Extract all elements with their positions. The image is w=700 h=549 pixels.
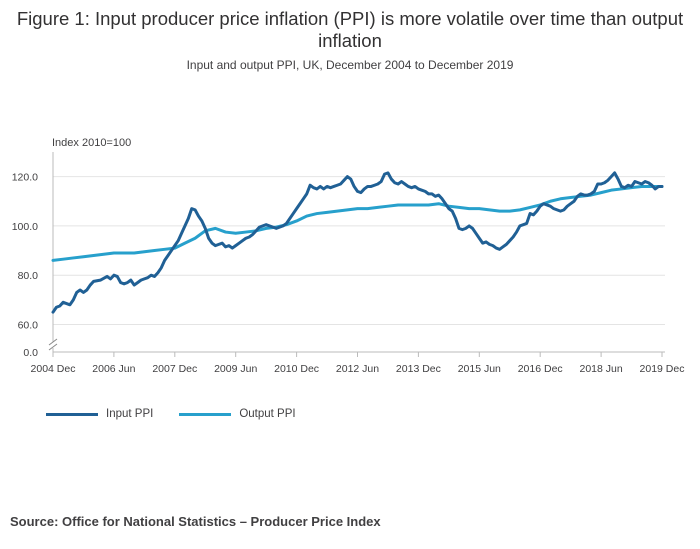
axes: 0.0 60.0 80.0 100.0 120.0 2004 Dec 2006 Jun 200… <box>12 152 685 375</box>
y-tick-label: 0.0 <box>23 347 38 359</box>
axis-break-mark <box>48 343 58 351</box>
series-line-input-ppi <box>51 171 664 314</box>
y-axis-label: Index 2010=100 <box>52 137 131 149</box>
y-tick-label: 100.0 <box>12 221 38 233</box>
series-layer <box>51 171 664 314</box>
chart-subtitle: Input and output PPI, UK, December 2004 … <box>186 58 514 72</box>
y-tick-label: 120.0 <box>12 172 38 184</box>
y-tick-label: 80.0 <box>18 270 39 282</box>
legend-item-input-ppi[interactable]: Input PPI <box>46 408 153 420</box>
legend-swatch-output-ppi <box>179 412 232 416</box>
x-tick-label: 2019 Dec <box>640 363 685 375</box>
legend-item-output-ppi[interactable]: Output PPI <box>179 408 296 420</box>
x-tick-label: 2015 Jun <box>458 363 501 375</box>
series-line-output-ppi <box>51 184 664 262</box>
chart-legend: Input PPI Output PPI <box>46 408 322 420</box>
legend-swatch-input-ppi <box>46 412 98 416</box>
x-tick-label: 2016 Dec <box>518 363 563 375</box>
x-tick-label: 2012 Jun <box>336 363 379 375</box>
x-tick-label: 2004 Dec <box>31 363 76 375</box>
x-tick-label: 2018 Jun <box>579 363 622 375</box>
x-tick-label: 2006 Jun <box>92 363 135 375</box>
source-note: Source: Office for National Statistics –… <box>10 514 381 529</box>
x-tick-label: 2009 Jun <box>214 363 257 375</box>
legend-label-output-ppi: Output PPI <box>239 408 296 420</box>
x-tick-label: 2007 Dec <box>152 363 197 375</box>
axis-break-mark <box>48 338 58 346</box>
y-tick-label: 60.0 <box>18 320 39 332</box>
chart-title: Figure 1: Input producer price inflation… <box>16 8 684 51</box>
legend-label-input-ppi: Input PPI <box>106 408 154 420</box>
x-tick-label: 2013 Dec <box>396 363 441 375</box>
x-tick-label: 2010 Dec <box>274 363 319 375</box>
